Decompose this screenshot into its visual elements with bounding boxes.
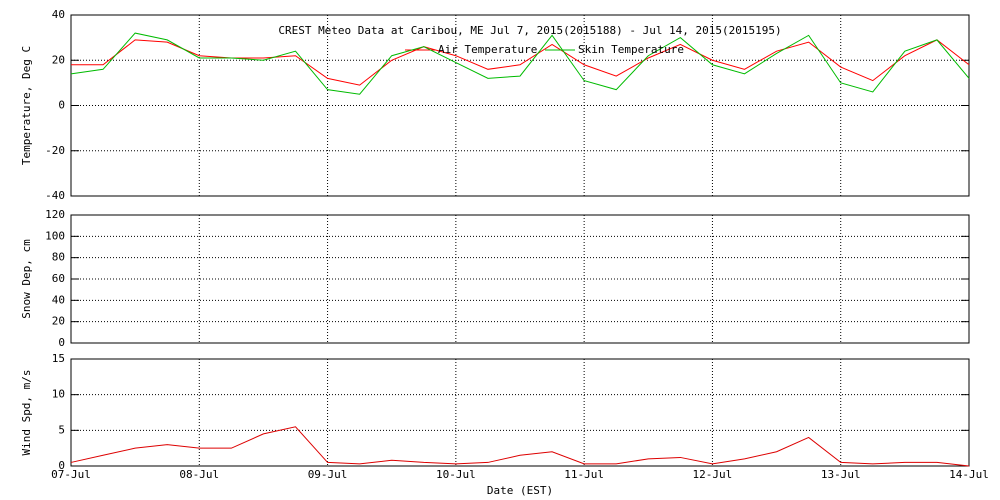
y-tick-label: 10	[52, 388, 65, 401]
legend-label: Skin Temperature	[578, 43, 684, 56]
y-axis-label: Snow Dep, cm	[20, 239, 33, 319]
y-tick-label: 0	[58, 459, 65, 472]
y-axis-label: Wind Spd, m/s	[20, 369, 33, 455]
plot-frame	[70, 358, 970, 467]
x-tick-label: 07-Jul	[51, 468, 91, 481]
x-tick-label: 12-Jul	[693, 468, 733, 481]
x-axis-label: Date (EST)	[487, 484, 553, 497]
y-tick-label: 0	[58, 99, 65, 112]
x-tick-label: 14-Jul	[949, 468, 989, 481]
y-tick-label: 40	[52, 8, 65, 21]
legend-label: Air Temperature	[438, 43, 537, 56]
y-tick-label: -20	[45, 144, 65, 157]
y-axis-label: Temperature, Deg C	[20, 46, 33, 165]
y-tick-label: -40	[45, 189, 65, 202]
x-tick-label: 11-Jul	[564, 468, 604, 481]
y-tick-label: 40	[52, 293, 65, 306]
data-line	[70, 426, 970, 467]
x-tick-label: 13-Jul	[821, 468, 861, 481]
y-tick-label: 120	[45, 208, 65, 221]
y-tick-label: 80	[52, 251, 65, 264]
y-tick-label: 20	[52, 315, 65, 328]
data-line	[70, 32, 970, 95]
chart-title: CREST Meteo Data at Caribou, ME Jul 7, 2…	[278, 24, 781, 37]
y-tick-label: 20	[52, 53, 65, 66]
x-tick-label: 09-Jul	[308, 468, 348, 481]
y-tick-label: 60	[52, 272, 65, 285]
x-tick-label: 10-Jul	[436, 468, 476, 481]
y-tick-label: 5	[58, 423, 65, 436]
y-tick-label: 0	[58, 336, 65, 349]
y-tick-label: 15	[52, 352, 65, 365]
plot-frame	[70, 214, 970, 344]
y-tick-label: 100	[45, 229, 65, 242]
x-tick-label: 08-Jul	[179, 468, 219, 481]
